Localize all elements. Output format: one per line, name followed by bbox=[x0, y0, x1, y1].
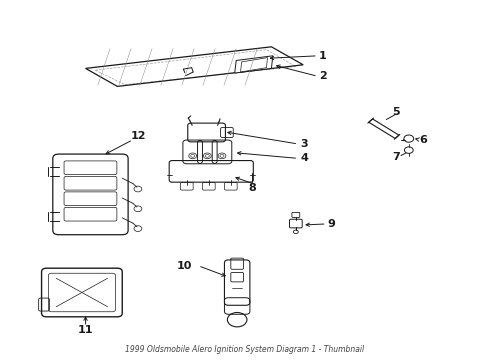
Text: 11: 11 bbox=[78, 325, 93, 336]
Text: 1: 1 bbox=[318, 51, 326, 61]
Text: 4: 4 bbox=[300, 153, 307, 163]
Text: 5: 5 bbox=[391, 107, 399, 117]
Text: 6: 6 bbox=[419, 135, 427, 145]
Text: 12: 12 bbox=[130, 131, 146, 141]
Text: 2: 2 bbox=[318, 71, 326, 81]
Text: 10: 10 bbox=[177, 261, 192, 271]
Text: 7: 7 bbox=[391, 152, 399, 162]
Text: 9: 9 bbox=[327, 219, 335, 229]
Text: 1999 Oldsmobile Alero Ignition System Diagram 1 - Thumbnail: 1999 Oldsmobile Alero Ignition System Di… bbox=[124, 345, 364, 354]
Polygon shape bbox=[234, 56, 272, 73]
Text: 8: 8 bbox=[248, 183, 256, 193]
Text: 3: 3 bbox=[300, 139, 307, 149]
